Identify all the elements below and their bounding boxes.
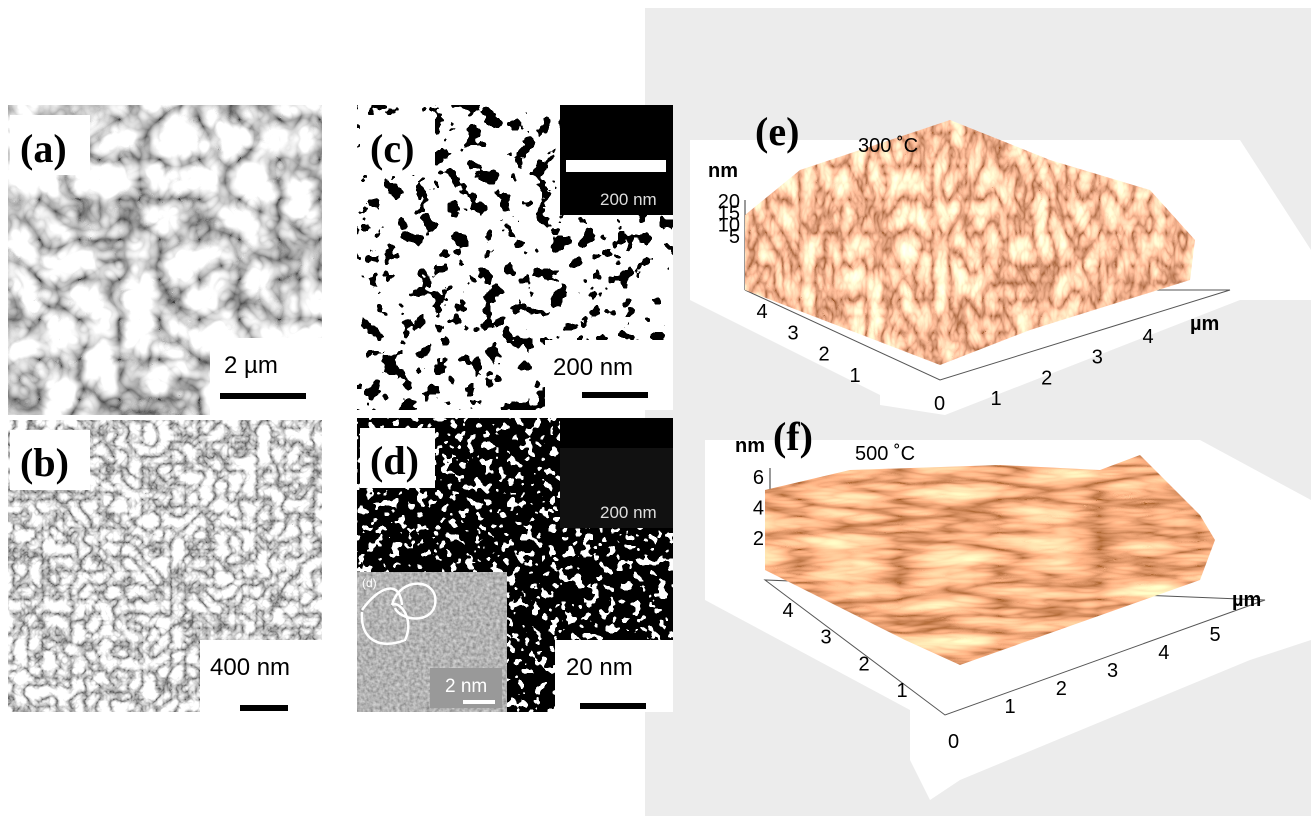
inset-scale-label: 2 nm <box>445 676 487 697</box>
y-tick-label: 1 <box>849 365 860 387</box>
panel-label: (e) <box>755 109 799 154</box>
z-tick-label: 2 <box>753 528 764 550</box>
panel-label: (c) <box>370 126 414 171</box>
z-unit: nm <box>708 160 738 182</box>
inset-scale-label: 200 nm <box>600 503 657 522</box>
y-tick-label: 1 <box>896 680 907 702</box>
scale-bar-label: 400 nm <box>210 654 290 681</box>
temperature: 500 ˚C <box>855 443 915 465</box>
x-tick-label: 5 <box>1209 624 1220 646</box>
scale-bar-label: 20 nm <box>566 654 633 681</box>
z-tick-label: 5 <box>729 226 740 248</box>
z-tick-label: 4 <box>753 498 764 520</box>
panel-label: (b) <box>20 440 69 485</box>
x-tick-label: 3 <box>1107 660 1118 682</box>
y-tick-label: 2 <box>818 344 829 366</box>
scale-bar-label: 2 µm <box>224 352 278 379</box>
z-unit: nm <box>735 435 765 457</box>
z-tick-label: 6 <box>753 467 764 489</box>
scale-bar-label: 200 nm <box>553 354 633 381</box>
inset-band <box>560 418 673 448</box>
x-tick-label: 2 <box>1056 678 1067 700</box>
inset-label: (d) <box>362 576 377 590</box>
xy-unit: µm <box>1190 313 1219 335</box>
scale-bar <box>240 705 288 711</box>
xy-unit: µm <box>1232 589 1261 611</box>
y-tick-label: 4 <box>782 600 793 622</box>
scale-bar <box>580 703 646 709</box>
x-tick-label: 1 <box>990 388 1001 410</box>
scale-bar <box>220 393 306 399</box>
x-tick-label: 1 <box>1004 696 1015 718</box>
x-tick-label: 3 <box>1092 347 1103 369</box>
y-tick-label: 2 <box>858 653 869 675</box>
figure: (a) 2 µm (b) 400 nm 200 nm (c) 200 nm 20… <box>0 0 1311 816</box>
y-tick-label: 3 <box>820 627 831 649</box>
scale-bar <box>463 700 495 704</box>
inset-scale-label: 200 nm <box>600 190 657 209</box>
x-tick-label: 2 <box>1041 367 1052 389</box>
panel-label: (d) <box>370 438 419 483</box>
y-tick-label: 4 <box>756 301 767 323</box>
inset-band <box>566 160 666 172</box>
panel-label: (f) <box>773 414 813 459</box>
scale-bar <box>582 392 648 398</box>
x-tick-label: 4 <box>1142 326 1153 348</box>
temperature: 300 ˚C <box>858 135 918 157</box>
y-tick-label: 3 <box>787 322 798 344</box>
origin: 0 <box>934 393 945 415</box>
origin: 0 <box>948 731 959 753</box>
x-tick-label: 4 <box>1158 642 1169 664</box>
panel-label: (a) <box>20 126 67 171</box>
